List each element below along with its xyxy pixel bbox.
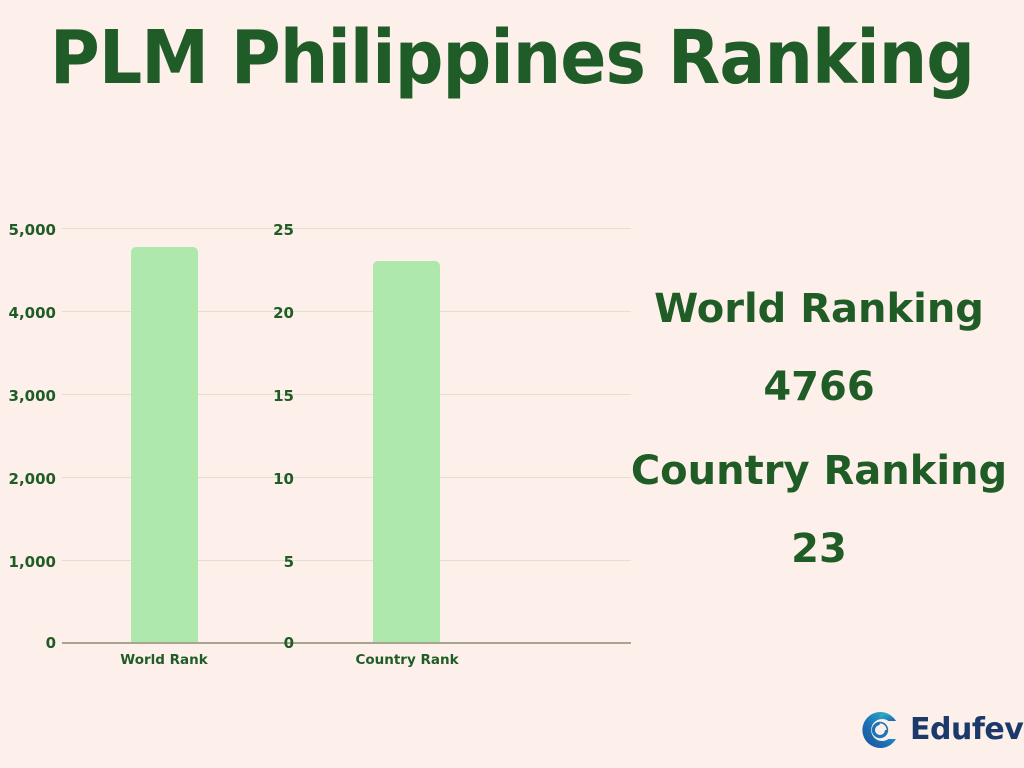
world-ranking-value: 4766 [763,364,875,410]
gridline-1000 [62,560,631,561]
y-tick-right-0: 0 [283,634,294,652]
ranking-summary-panel: World Ranking 4766 Country Ranking 23 [624,288,1014,570]
y-tick-left-1000: 1,000 [8,553,56,571]
gridline-2000 [62,477,631,478]
bar-world-rank[interactable] [131,247,198,642]
world-ranking-label: World Ranking [654,286,984,332]
bar-country-rank[interactable] [373,261,440,642]
axis-baseline [62,642,631,644]
y-tick-right-15: 15 [273,387,294,405]
y-tick-right-25: 25 [273,221,294,239]
y-tick-left-3000: 3,000 [8,387,56,405]
y-tick-left-4000: 4,000 [8,304,56,322]
y-axis-right: 25 20 15 10 5 0 [252,0,294,700]
x-tick-country-rank: Country Rank [355,652,459,668]
spacer-3 [624,492,1014,528]
y-tick-right-5: 5 [283,553,294,571]
country-ranking-label: Country Ranking [630,448,1008,494]
bar-chart: 5,000 4,000 3,000 2,000 1,000 0 25 20 15… [0,0,631,700]
edufever-logo[interactable]: Edufever [858,708,1024,752]
page-title: PLM Philippines Ranking [49,15,975,101]
country-ranking-value: 23 [791,526,847,572]
gridline-3000 [62,394,631,395]
y-tick-left-5000: 5,000 [8,221,56,239]
x-tick-world-rank: World Rank [120,652,208,668]
y-axis-left: 5,000 4,000 3,000 2,000 1,000 0 [0,0,56,700]
edufever-swirl-icon [862,712,896,748]
edufever-wordmark: Edufever [910,712,1024,747]
gridline-4000 [62,311,631,312]
y-tick-left-2000: 2,000 [8,470,56,488]
spacer-2 [624,408,1014,450]
y-tick-right-10: 10 [273,470,294,488]
y-tick-right-20: 20 [273,304,294,322]
spacer-1 [624,330,1014,366]
y-tick-left-0: 0 [45,634,56,652]
gridline-5000 [62,228,631,229]
